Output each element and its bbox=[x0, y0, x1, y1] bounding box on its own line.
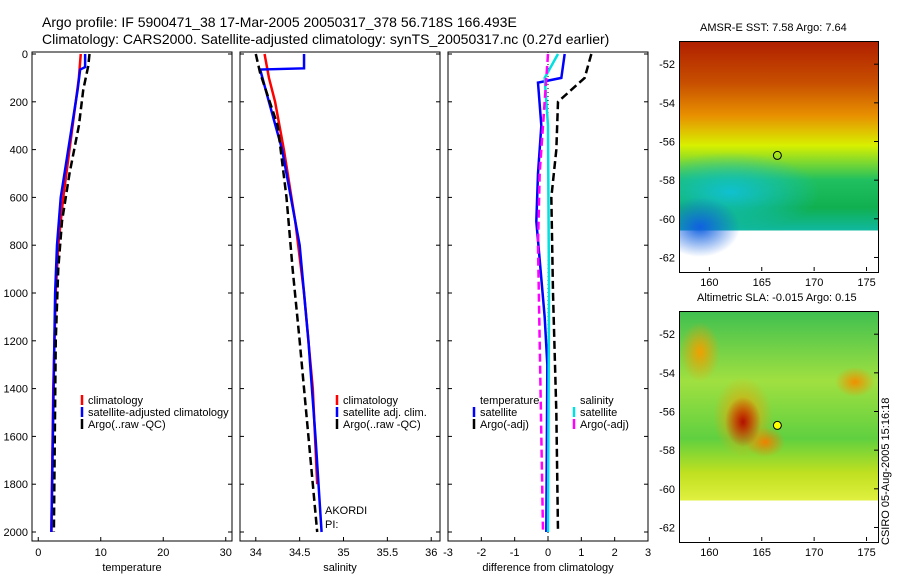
lon-tick-label: 165 bbox=[753, 277, 771, 289]
x-tick-label: -3 bbox=[443, 547, 453, 559]
plot-frame bbox=[239, 51, 441, 542]
y-tick-label: 1200 bbox=[4, 336, 28, 348]
series-line-argo-raw-qc- bbox=[52, 53, 91, 533]
plot-frame bbox=[31, 51, 233, 542]
y-tick-label: 1800 bbox=[4, 479, 28, 491]
sla-map-title: Altimetric SLA: -0.015 Argo: 0.15 bbox=[697, 292, 857, 304]
title-line-1: Argo profile: IF 5900471_38 17-Mar-2005 … bbox=[42, 14, 517, 30]
x-tick-label: 36 bbox=[425, 547, 437, 559]
legend-label: satellite bbox=[480, 407, 517, 419]
x-tick-label: 0 bbox=[35, 547, 41, 559]
legend-label: satellite bbox=[580, 407, 617, 419]
y-tick-label: 1600 bbox=[4, 431, 28, 443]
x-tick-label: 34 bbox=[250, 547, 262, 559]
x-axis-label: temperature bbox=[102, 562, 161, 574]
lat-tick-label: -60 bbox=[659, 214, 675, 226]
sst-map bbox=[679, 41, 879, 273]
series-line-temperature-satellite bbox=[535, 53, 566, 533]
legend-label: satellite adj. clim. bbox=[343, 407, 427, 419]
legend-label: Argo(..raw -QC) bbox=[343, 419, 421, 431]
lon-tick-label: 160 bbox=[700, 277, 718, 289]
lon-tick-label: 165 bbox=[753, 547, 771, 559]
series-line-satellite-adjusted-climatology bbox=[50, 54, 87, 533]
lon-tick-label: 160 bbox=[700, 547, 718, 559]
legend-label: Argo(-adj) bbox=[480, 419, 529, 431]
x-axis-label: difference from climatology bbox=[482, 562, 614, 574]
lat-tick-label: -62 bbox=[659, 252, 675, 264]
lon-tick-label: 170 bbox=[805, 277, 823, 289]
lat-tick-label: -58 bbox=[659, 175, 675, 187]
legend-label: Argo(-adj) bbox=[580, 419, 629, 431]
x-tick-label: -1 bbox=[510, 547, 520, 559]
x-axis-label: salinity bbox=[323, 562, 357, 574]
x-tick-label: 1 bbox=[578, 547, 584, 559]
y-tick-label: 1400 bbox=[4, 384, 28, 396]
legend-label: climatology bbox=[343, 395, 399, 407]
y-tick-label: 200 bbox=[10, 97, 28, 109]
series-line-temperature-argo-adj- bbox=[550, 53, 593, 533]
legend-label: climatology bbox=[88, 395, 144, 407]
float-position-marker bbox=[772, 420, 782, 430]
title-line-2: Climatology: CARS2000. Satellite-adjuste… bbox=[42, 31, 610, 47]
y-tick-label: 2000 bbox=[4, 527, 28, 539]
float-position-marker bbox=[772, 150, 782, 160]
legend-header: temperature bbox=[480, 395, 539, 407]
legend-label: satellite-adjusted climatology bbox=[88, 407, 229, 419]
x-tick-label: 0 bbox=[545, 547, 551, 559]
series-line-satellite-adj-clim- bbox=[258, 54, 323, 533]
x-tick-label: 10 bbox=[95, 547, 107, 559]
lon-tick-label: 175 bbox=[857, 547, 875, 559]
x-tick-label: 35 bbox=[337, 547, 349, 559]
y-tick-label: 600 bbox=[10, 192, 28, 204]
x-tick-label: 34.5 bbox=[289, 547, 310, 559]
lon-tick-label: 170 bbox=[805, 547, 823, 559]
series-line-salinity-satellite bbox=[543, 53, 560, 533]
legend-label: Argo(..raw -QC) bbox=[88, 419, 166, 431]
x-tick-label: -2 bbox=[476, 547, 486, 559]
y-tick-label: 1000 bbox=[4, 288, 28, 300]
annotation: AKORDI bbox=[325, 505, 367, 517]
lat-tick-label: -56 bbox=[659, 407, 675, 419]
sst-map-title: AMSR-E SST: 7.58 Argo: 7.64 bbox=[700, 22, 847, 34]
y-tick-label: 800 bbox=[10, 240, 28, 252]
lat-tick-label: -54 bbox=[659, 368, 675, 380]
series-line-argo-raw-qc- bbox=[254, 53, 319, 533]
lon-tick-label: 175 bbox=[857, 277, 875, 289]
lat-tick-label: -52 bbox=[659, 329, 675, 341]
x-tick-label: 3 bbox=[645, 547, 651, 559]
lat-tick-label: -56 bbox=[659, 137, 675, 149]
x-tick-label: 2 bbox=[612, 547, 618, 559]
x-tick-label: 20 bbox=[157, 547, 169, 559]
lat-tick-label: -62 bbox=[659, 522, 675, 534]
lat-tick-label: -54 bbox=[659, 98, 675, 110]
lat-tick-label: -52 bbox=[659, 59, 675, 71]
y-tick-label: 400 bbox=[10, 145, 28, 157]
x-tick-label: 30 bbox=[220, 547, 232, 559]
x-tick-label: 35.5 bbox=[377, 547, 398, 559]
lat-tick-label: -60 bbox=[659, 484, 675, 496]
legend-header: salinity bbox=[580, 395, 614, 407]
y-tick-label: 0 bbox=[22, 49, 28, 61]
annotation: PI: bbox=[325, 519, 338, 531]
lat-tick-label: -58 bbox=[659, 445, 675, 457]
